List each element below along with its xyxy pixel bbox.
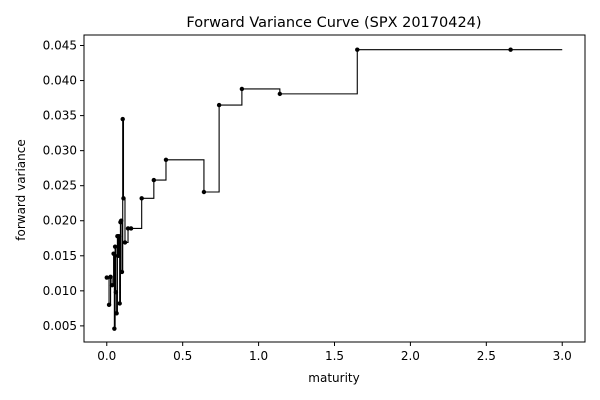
- data-point: [109, 283, 115, 288]
- chart-title: Forward Variance Curve (SPX 20170424): [186, 15, 481, 31]
- data-point: [163, 157, 169, 162]
- y-tick-label: 0.030: [43, 144, 77, 158]
- data-point: [112, 326, 117, 331]
- y-tick-label: 0.035: [43, 109, 77, 123]
- x-tick-label: 1.0: [249, 349, 268, 363]
- y-tick-label: 0.025: [43, 179, 77, 193]
- data-point: [508, 47, 513, 52]
- y-tick-label: 0.015: [43, 249, 77, 263]
- y-axis: 0.005 0.010 0.015 0.020 0.025 0.030 0.035 0.040…: [43, 39, 84, 333]
- data-point: [277, 91, 283, 97]
- x-tick-label: 2.0: [401, 349, 420, 363]
- data-point: [121, 196, 126, 201]
- x-tick-label: 0.0: [97, 349, 116, 363]
- data-point: [111, 251, 116, 256]
- y-axis-label: forward variance: [14, 139, 28, 240]
- data-point: [355, 47, 360, 52]
- data-point: [128, 226, 134, 231]
- x-tick-label: 0.5: [173, 349, 192, 363]
- x-axis: 0.0 0.5 1.0 1.5 2.0 2.5 3.0: [97, 342, 572, 363]
- data-point: [104, 275, 109, 280]
- data-point: [118, 218, 124, 223]
- y-tick-label: 0.045: [43, 39, 77, 53]
- data-point: [117, 301, 122, 306]
- plot-area: [104, 47, 563, 331]
- data-point: [125, 226, 131, 231]
- data-point: [201, 189, 207, 195]
- y-tick-label: 0.020: [43, 214, 77, 228]
- data-point: [139, 196, 144, 201]
- y-tick-label: 0.040: [43, 74, 77, 88]
- x-tick-label: 2.5: [477, 349, 496, 363]
- y-tick-label: 0.010: [43, 284, 77, 298]
- data-point: [239, 86, 245, 92]
- data-point: [106, 302, 112, 308]
- data-point: [151, 177, 157, 183]
- data-point: [122, 240, 128, 245]
- x-axis-label: maturity: [308, 371, 359, 385]
- y-tick-label: 0.005: [43, 319, 77, 333]
- data-point: [112, 244, 118, 249]
- data-point: [115, 253, 121, 258]
- data-point: [216, 102, 222, 108]
- x-tick-label: 3.0: [553, 349, 572, 363]
- x-tick-label: 1.5: [325, 349, 344, 363]
- data-point: [113, 290, 119, 295]
- data-point: [108, 274, 113, 280]
- data-point: [114, 311, 119, 316]
- data-point: [119, 269, 125, 275]
- data-point: [120, 116, 125, 122]
- data-point: [116, 233, 122, 239]
